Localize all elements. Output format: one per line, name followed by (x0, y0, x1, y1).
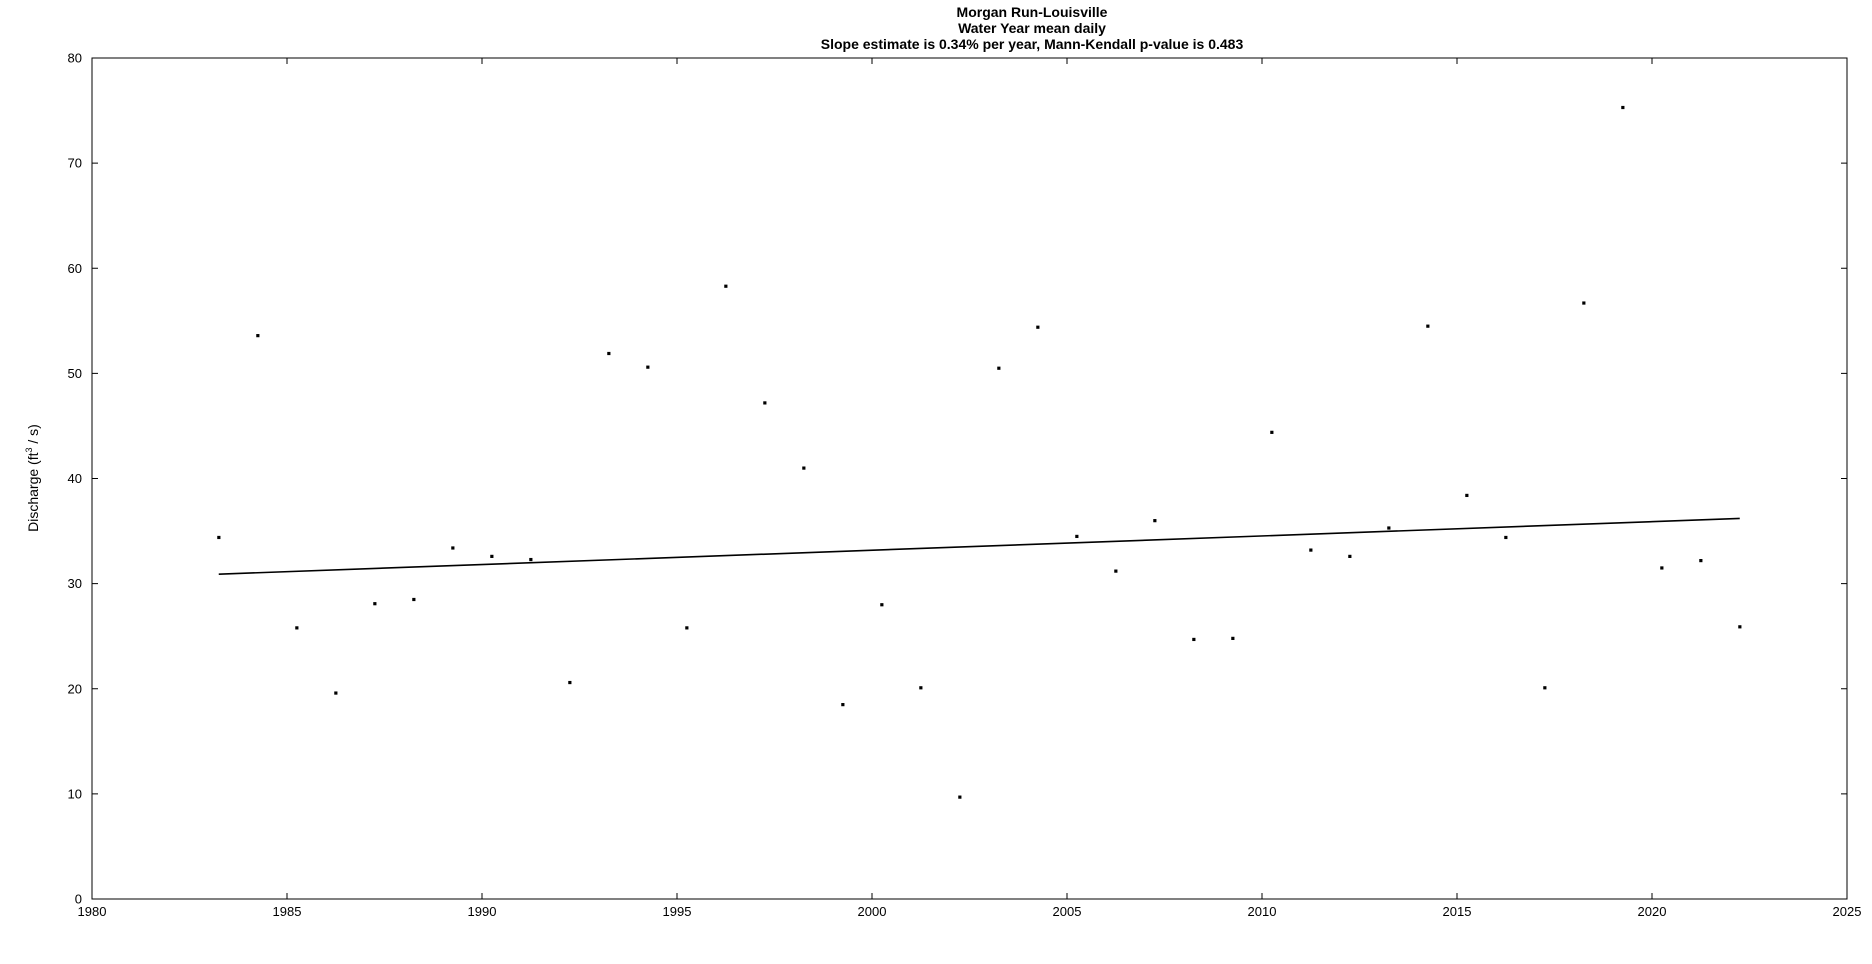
data-point (1348, 554, 1352, 558)
data-point (958, 795, 962, 799)
y-axis: 0 10 20 30 40 50 60 70 80 (68, 51, 1847, 907)
data-point (880, 603, 884, 607)
data-point (997, 366, 1001, 370)
data-point (1153, 519, 1157, 523)
x-tick-label: 2020 (1638, 904, 1667, 919)
data-point (217, 535, 221, 540)
data-point (1075, 534, 1079, 539)
y-tick-label: 80 (68, 51, 82, 66)
x-tick-label: 2005 (1053, 904, 1082, 919)
y-axis-label-prefix: Discharge (ft (25, 452, 41, 531)
data-point (1660, 566, 1664, 570)
data-point (1426, 324, 1430, 328)
y-axis-label-suffix: / s) (25, 424, 41, 447)
data-point (490, 554, 494, 558)
x-tick-label: 2025 (1833, 904, 1862, 919)
y-tick-label: 30 (68, 576, 82, 591)
data-point (568, 680, 572, 685)
x-axis: 1980 1985 1990 1995 2000 2005 2010 2015 2020 2025 (78, 58, 1862, 919)
data-point (1621, 105, 1625, 110)
x-tick-label: 2000 (858, 904, 887, 919)
y-tick-label: 20 (68, 681, 82, 696)
y-axis-label: Discharge (ft3 / s) (24, 424, 41, 532)
data-point (529, 557, 533, 562)
y-axis-label-superscript: 3 (24, 447, 34, 452)
data-point (763, 401, 767, 405)
data-point (334, 691, 338, 695)
data-point (646, 365, 650, 369)
data-point (685, 626, 689, 630)
data-point (1387, 526, 1391, 530)
data-point (724, 284, 728, 288)
data-point (373, 602, 377, 606)
data-point (1738, 625, 1742, 629)
trend-line-group (218, 517, 1740, 575)
data-point (1270, 430, 1274, 434)
data-point (1231, 636, 1235, 640)
x-tick-label: 1980 (78, 904, 107, 919)
data-points (217, 105, 1742, 799)
y-tick-label: 40 (68, 471, 82, 486)
data-point (1699, 558, 1703, 563)
x-tick-label: 1985 (273, 904, 302, 919)
data-point (919, 686, 923, 690)
data-point (256, 334, 260, 338)
data-point (295, 626, 299, 630)
chart-subtitle: Water Year mean daily (958, 20, 1106, 36)
data-point (1465, 493, 1469, 498)
data-point (607, 351, 611, 356)
data-point (841, 703, 845, 707)
x-tick-label: 2015 (1443, 904, 1472, 919)
y-tick-label: 60 (68, 261, 82, 276)
data-point (1036, 325, 1040, 329)
plot-frame (91, 57, 1848, 900)
data-point (1504, 535, 1508, 540)
y-tick-label: 0 (75, 892, 82, 907)
chart-title: Morgan Run-Louisville (957, 4, 1108, 20)
data-point (451, 546, 455, 550)
x-tick-label: 2010 (1248, 904, 1277, 919)
data-point (802, 466, 806, 470)
data-point (1309, 548, 1313, 552)
x-tick-label: 1990 (468, 904, 497, 919)
y-tick-label: 10 (68, 786, 82, 801)
x-tick-label: 1995 (663, 904, 692, 919)
data-point (1582, 301, 1586, 305)
data-point (1192, 637, 1196, 642)
y-tick-label: 50 (68, 366, 82, 381)
trend-line (218, 517, 1740, 575)
data-point (412, 597, 416, 602)
y-tick-label: 70 (68, 156, 82, 171)
data-point (1114, 569, 1118, 573)
data-point (1543, 686, 1547, 690)
chart-annotation: Slope estimate is 0.34% per year, Mann-K… (821, 36, 1244, 52)
